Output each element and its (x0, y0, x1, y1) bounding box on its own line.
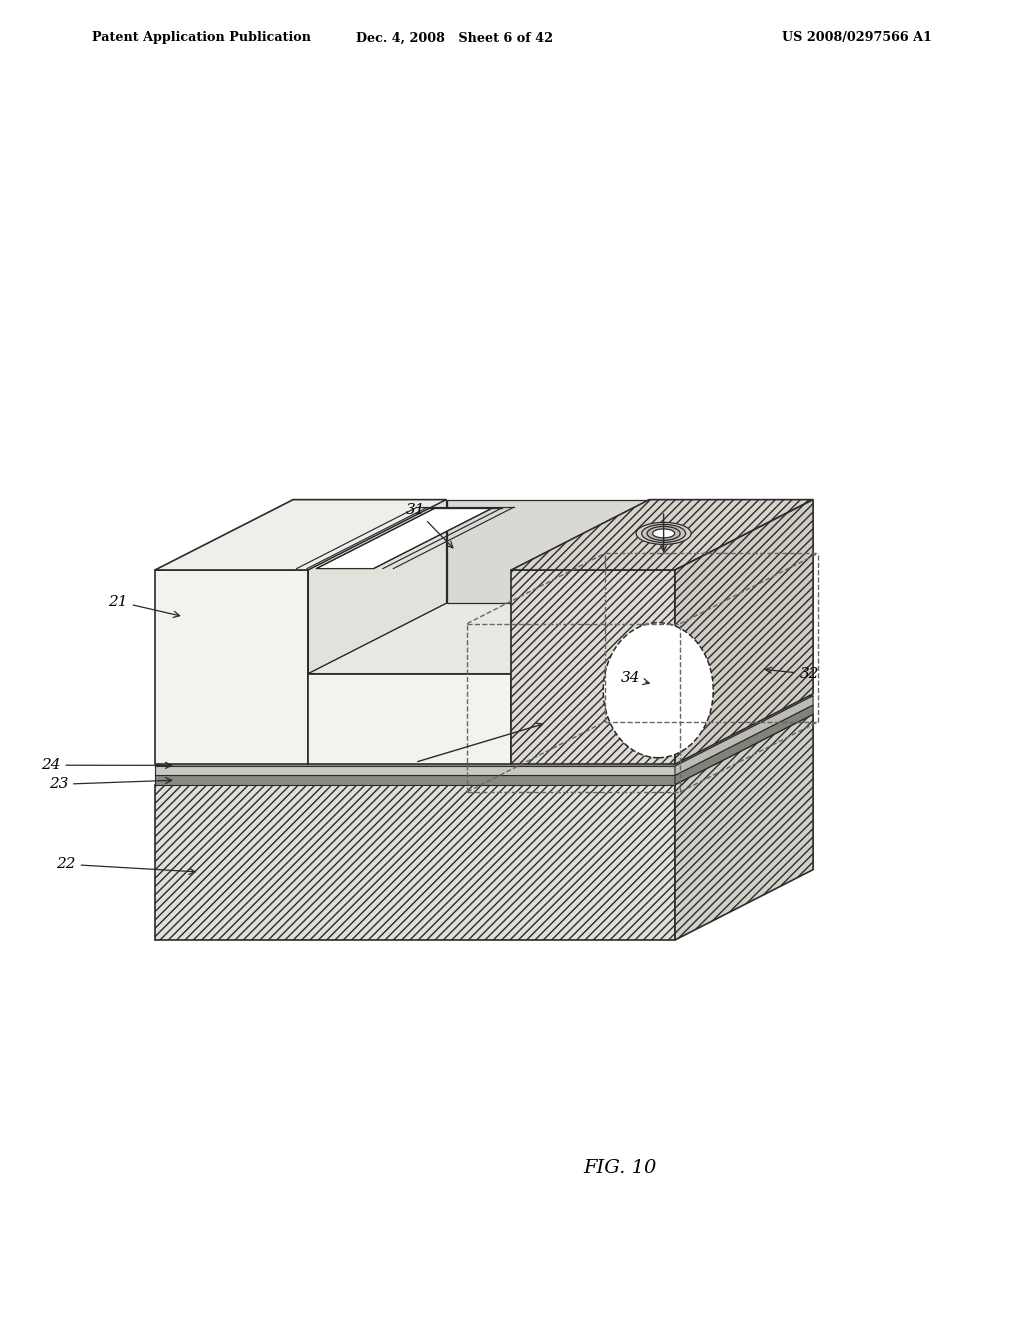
Text: FIG. 10: FIG. 10 (584, 1159, 656, 1177)
Polygon shape (155, 500, 446, 570)
Polygon shape (446, 500, 649, 603)
Polygon shape (155, 775, 675, 784)
Polygon shape (316, 508, 493, 569)
Text: 21: 21 (109, 594, 179, 618)
Text: Dec. 4, 2008   Sheet 6 of 42: Dec. 4, 2008 Sheet 6 of 42 (356, 32, 554, 45)
Text: 24: 24 (41, 758, 172, 772)
Polygon shape (675, 705, 813, 784)
Polygon shape (155, 705, 813, 775)
Polygon shape (308, 603, 649, 673)
Text: Patent Application Publication: Patent Application Publication (92, 32, 311, 45)
Ellipse shape (636, 523, 691, 544)
Polygon shape (675, 500, 813, 764)
Polygon shape (511, 500, 813, 570)
Polygon shape (675, 714, 813, 940)
Polygon shape (511, 570, 675, 764)
Polygon shape (675, 696, 813, 775)
Polygon shape (155, 784, 675, 940)
Text: 32: 32 (766, 667, 819, 681)
Text: 34: 34 (621, 671, 649, 685)
Polygon shape (155, 714, 813, 784)
Polygon shape (511, 500, 649, 673)
Text: 31: 31 (407, 503, 453, 548)
Text: 22: 22 (56, 857, 196, 874)
Polygon shape (308, 500, 446, 673)
Ellipse shape (652, 529, 675, 539)
Text: US 2008/0297566 A1: US 2008/0297566 A1 (782, 32, 932, 45)
Polygon shape (155, 766, 675, 775)
Text: 23: 23 (48, 777, 172, 792)
Polygon shape (308, 673, 511, 764)
Polygon shape (155, 570, 308, 764)
Ellipse shape (647, 527, 680, 540)
Ellipse shape (603, 623, 714, 758)
Polygon shape (155, 696, 813, 766)
Ellipse shape (642, 524, 686, 543)
